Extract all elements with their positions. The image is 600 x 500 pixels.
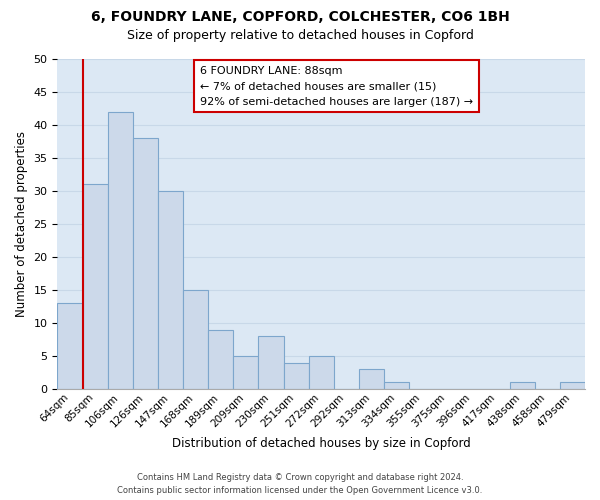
Bar: [308, 356, 334, 389]
Bar: [208, 330, 233, 389]
Text: Contains HM Land Registry data © Crown copyright and database right 2024.
Contai: Contains HM Land Registry data © Crown c…: [118, 474, 482, 495]
Text: Size of property relative to detached houses in Copford: Size of property relative to detached ho…: [127, 29, 473, 42]
Bar: [284, 362, 308, 389]
Bar: [359, 369, 384, 389]
Text: 6 FOUNDRY LANE: 88sqm
← 7% of detached houses are smaller (15)
92% of semi-detac: 6 FOUNDRY LANE: 88sqm ← 7% of detached h…: [200, 66, 473, 107]
Bar: [259, 336, 284, 389]
Text: 6, FOUNDRY LANE, COPFORD, COLCHESTER, CO6 1BH: 6, FOUNDRY LANE, COPFORD, COLCHESTER, CO…: [91, 10, 509, 24]
Y-axis label: Number of detached properties: Number of detached properties: [15, 131, 28, 317]
Bar: [58, 303, 83, 389]
X-axis label: Distribution of detached houses by size in Copford: Distribution of detached houses by size …: [172, 437, 470, 450]
Bar: [158, 191, 183, 389]
Bar: [384, 382, 409, 389]
Bar: [509, 382, 535, 389]
Bar: [107, 112, 133, 389]
Bar: [560, 382, 585, 389]
Bar: [233, 356, 259, 389]
Bar: [83, 184, 107, 389]
Bar: [183, 290, 208, 389]
Bar: [133, 138, 158, 389]
